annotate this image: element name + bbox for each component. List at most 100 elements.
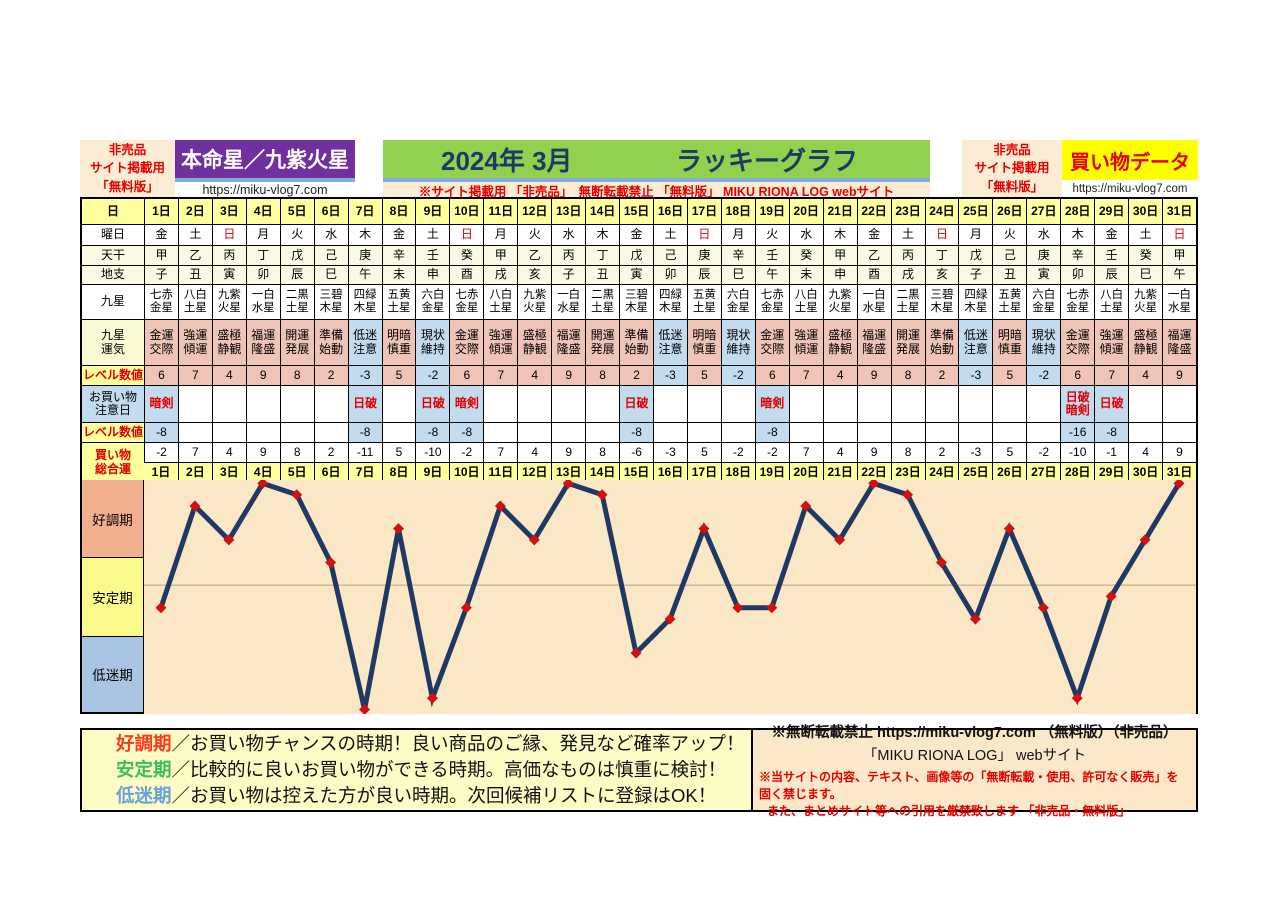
total-fortune-cell: 5	[686, 442, 721, 462]
day-footer-cell: 8日	[381, 462, 416, 482]
total-fortune-cell: 7	[483, 442, 518, 462]
weekday-cell: 金	[1094, 224, 1129, 245]
weekday-cell: 土	[653, 224, 687, 245]
data-point-marker	[223, 534, 235, 546]
caution-level-cell	[177, 422, 212, 442]
day-footer-cell: 30日	[1128, 462, 1163, 482]
branch-cell: 辰	[279, 265, 314, 284]
day-footer-cell: 24日	[924, 462, 959, 482]
day-footer-cell: 7日	[347, 462, 382, 482]
day-header-cell: 16日	[653, 199, 687, 224]
stem-cell: 己	[653, 245, 687, 265]
stem-cell: 戊	[958, 245, 993, 265]
star-cell: 九紫 火星	[822, 284, 857, 319]
day-header-cell: 2日	[177, 199, 212, 224]
caution-level-cell	[788, 422, 823, 442]
day-footer-cell: 15日	[619, 462, 654, 482]
stem-cell: 丁	[245, 245, 280, 265]
caution-cell	[686, 385, 721, 422]
star-cell: 一白 水星	[551, 284, 586, 319]
total-fortune-cell: -2	[720, 442, 755, 462]
level-cell: 6	[449, 365, 484, 385]
caution-cell	[585, 385, 620, 422]
caution-level-cell	[686, 422, 721, 442]
weekday-cell: 木	[822, 224, 857, 245]
level-cell: -2	[720, 365, 755, 385]
star-cell: 四緑 木星	[347, 284, 382, 319]
star-fortune-cell: 盛極 静観	[1128, 319, 1163, 365]
level-cell: 8	[890, 365, 925, 385]
star-cell: 一白 水星	[856, 284, 891, 319]
weekday-cell: 水	[788, 224, 823, 245]
weekday-cell: 火	[279, 224, 314, 245]
day-header-cell: 28日	[1060, 199, 1095, 224]
caution-level-cell	[890, 422, 925, 442]
caution-cell	[788, 385, 823, 422]
level-cell: 8	[279, 365, 314, 385]
caution-level-cell	[822, 422, 857, 442]
notice-line-2: 「MIKU RIONA LOG」 webサイト	[862, 748, 1087, 764]
branch-cell: 辰	[1094, 265, 1129, 284]
star-cell: 八白 土星	[177, 284, 212, 319]
caution-cell	[1162, 385, 1196, 422]
site-url-text: https://miku-vlog7.com	[202, 183, 328, 197]
caution-level-cell: -8	[415, 422, 450, 442]
copyright-notice: ※無断転載禁止 https://miku-vlog7.com （無料版）（非売品…	[753, 725, 1198, 818]
level-cell: 9	[1162, 365, 1196, 385]
star-cell: 九紫 火星	[517, 284, 552, 319]
level-cell: 2	[313, 365, 348, 385]
row-label: 曜日	[82, 224, 144, 245]
day-header-cell: 11日	[483, 199, 518, 224]
star-cell: 九紫 火星	[1128, 284, 1163, 319]
site-url-text: https://miku-vlog7.com	[1072, 182, 1188, 195]
total-fortune-cell: 9	[245, 442, 280, 462]
total-fortune-cell: 9	[1162, 442, 1196, 462]
caution-cell	[720, 385, 755, 422]
star-fortune-cell: 準備 始動	[313, 319, 348, 365]
zone-label: 安定期	[82, 558, 144, 637]
star-fortune-cell: 金運 交際	[449, 319, 484, 365]
total-fortune-cell: -2	[144, 442, 178, 462]
total-fortune-cell: 7	[788, 442, 823, 462]
notice-line-3: ※当サイトの内容、テキスト、画像等の「無断転載・使用、許可なく販売」を固く禁じま…	[759, 770, 1179, 801]
total-fortune-cell: 8	[890, 442, 925, 462]
divider-line	[383, 178, 930, 182]
day-header-cell: 19日	[754, 199, 789, 224]
total-fortune-cell: 5	[992, 442, 1027, 462]
caution-cell: 日破	[415, 385, 450, 422]
stem-cell: 乙	[517, 245, 552, 265]
weekday-cell: 火	[992, 224, 1027, 245]
caution-cell	[1026, 385, 1061, 422]
star-fortune-cell: 明暗 慎重	[381, 319, 416, 365]
site-url: https://miku-vlog7.com	[1062, 180, 1198, 197]
day-header-cell: 17日	[686, 199, 721, 224]
day-header-cell: 5日	[279, 199, 314, 224]
level-cell: 2	[924, 365, 959, 385]
branch-cell: 卯	[1060, 265, 1095, 284]
weekday-cell: 土	[890, 224, 925, 245]
zone-label: 好調期	[82, 480, 144, 559]
branch-cell: 子	[144, 265, 178, 284]
star-fortune-cell: 金運 交際	[1060, 319, 1095, 365]
branch-cell: 未	[381, 265, 416, 284]
stem-cell: 庚	[1026, 245, 1061, 265]
kaimono-title-text: 買い物データ	[1070, 151, 1190, 174]
star-cell: 六白 金星	[1026, 284, 1061, 319]
caution-level-cell: -8	[1094, 422, 1129, 442]
caution-level-cell	[211, 422, 246, 442]
weekday-cell: 木	[347, 224, 382, 245]
branch-cell: 巳	[1128, 265, 1163, 284]
weekday-cell: 日	[211, 224, 246, 245]
star-cell: 七赤 金星	[754, 284, 789, 319]
caution-cell: 暗剣	[449, 385, 484, 422]
level-cell: 5	[686, 365, 721, 385]
branch-cell: 丑	[992, 265, 1027, 284]
star-cell: 五黄 土星	[381, 284, 416, 319]
day-header-cell: 25日	[958, 199, 993, 224]
weekday-cell: 土	[415, 224, 450, 245]
notice-line-1: ※無断転載禁止 https://miku-vlog7.com （無料版）（非売品…	[771, 725, 1178, 741]
weekday-cell: 月	[483, 224, 518, 245]
day-header-cell: 23日	[890, 199, 925, 224]
row-label: 買い物 総合運	[82, 442, 144, 482]
